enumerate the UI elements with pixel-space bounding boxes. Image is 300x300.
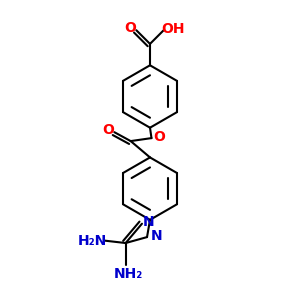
Text: N: N <box>151 230 163 244</box>
Text: OH: OH <box>161 22 184 36</box>
Text: H₂N: H₂N <box>78 234 107 248</box>
Text: O: O <box>153 130 165 144</box>
Text: O: O <box>124 21 136 35</box>
Text: O: O <box>102 123 114 137</box>
Text: N: N <box>143 215 154 229</box>
Text: NH₂: NH₂ <box>114 267 143 280</box>
